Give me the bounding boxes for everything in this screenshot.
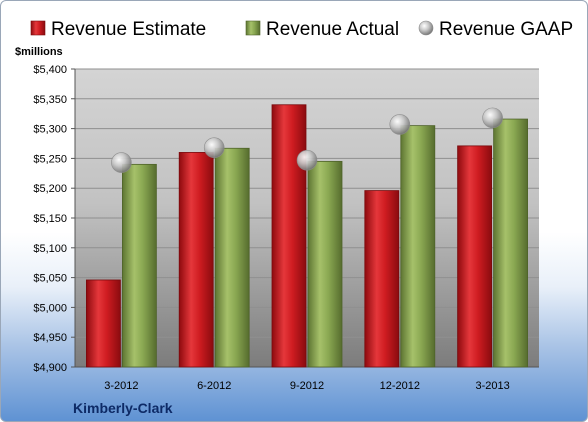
y-tick-label: $5,100: [33, 243, 67, 255]
bar-revenue-estimate: [178, 152, 214, 368]
y-tick-label: $4,950: [33, 332, 67, 344]
y-tick-label: $5,400: [33, 64, 67, 76]
y-tick-label: $5,250: [33, 153, 67, 165]
bar-revenue-actual: [307, 160, 343, 368]
x-tick-label: 3-2013: [475, 380, 509, 392]
x-axis-ticks: 3-2012 6-2012 9-2012 12-2012 3-2013: [104, 380, 509, 392]
bar-revenue-estimate: [364, 190, 400, 368]
bar-revenue-actual: [400, 125, 436, 368]
marker-revenue-gaap: [203, 137, 225, 158]
marker-revenue-gaap: [389, 114, 411, 135]
bar-revenue-estimate: [457, 145, 493, 368]
marker-revenue-gaap: [111, 152, 132, 173]
legend-label: Revenue Estimate: [51, 19, 206, 40]
bar-revenue-estimate: [271, 104, 307, 368]
y-axis-ticks: $4,900 $4,950 $5,000 $5,050 $5,100 $5,150 $5,2…: [33, 64, 67, 374]
bar-revenue-estimate: [86, 279, 121, 368]
x-tick-label: 6-2012: [197, 380, 231, 392]
legend-swatch-gaap: [418, 20, 434, 36]
legend-label: Revenue GAAP: [439, 19, 573, 40]
marker-revenue-gaap: [482, 107, 503, 129]
legend: Revenue Estimate Revenue Actual Revenue GA…: [30, 19, 573, 40]
bar-revenue-actual: [122, 163, 157, 368]
y-tick-label: $5,150: [33, 213, 67, 225]
y-tick-label: $4,900: [33, 362, 67, 374]
x-tick-label: 9-2012: [290, 380, 324, 392]
company-name: Kimberly-Clark: [73, 400, 173, 416]
bars: [86, 104, 529, 368]
bar-revenue-actual: [214, 147, 250, 368]
x-tick-label: 12-2012: [380, 380, 420, 392]
legend-label: Revenue Actual: [266, 19, 399, 40]
x-tick-label: 3-2012: [104, 380, 138, 392]
y-tick-label: $5,200: [33, 183, 67, 195]
legend-swatch-actual: [245, 20, 261, 36]
y-tick-label: $5,000: [33, 302, 67, 314]
y-tick-label: $5,350: [33, 94, 67, 106]
y-axis-label: $millions: [15, 46, 63, 58]
legend-swatch-estimate: [30, 20, 46, 36]
y-tick-label: $5,300: [33, 124, 67, 136]
y-tick-label: $5,050: [33, 273, 67, 285]
gaap-markers: [111, 107, 503, 173]
bar-revenue-actual: [493, 118, 529, 368]
marker-revenue-gaap: [296, 149, 318, 171]
